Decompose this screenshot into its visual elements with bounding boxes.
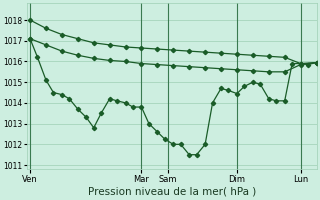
X-axis label: Pression niveau de la mer( hPa ): Pression niveau de la mer( hPa ) (88, 187, 256, 197)
